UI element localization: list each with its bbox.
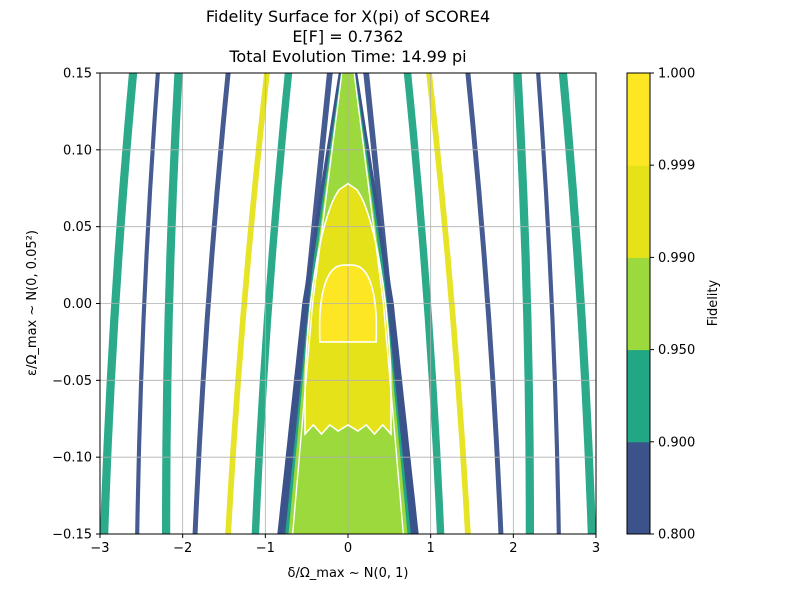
colorbar-tick-label: 1.000 bbox=[658, 67, 695, 82]
colorbar-tick-label: 0.800 bbox=[658, 528, 695, 543]
fringe-left-3 bbox=[225, 73, 270, 534]
fringe-right-4 bbox=[465, 73, 504, 534]
contour-line-0-999 bbox=[318, 264, 378, 343]
y-tick-label: 0.15 bbox=[63, 67, 92, 82]
x-axis-label: δ/Ω_max ~ N(0, 1) bbox=[288, 566, 409, 581]
x-tick-label: −1 bbox=[256, 541, 275, 556]
colorbar-tick-label: 0.950 bbox=[658, 343, 695, 358]
colorbar-label: Fidelity bbox=[706, 279, 721, 326]
y-tick-label: −0.10 bbox=[52, 451, 92, 466]
colorbar-tick-label: 0.999 bbox=[658, 159, 695, 174]
x-tick-label: 1 bbox=[427, 541, 435, 556]
fringe-left-6 bbox=[135, 73, 160, 534]
x-tick-label: 2 bbox=[509, 541, 517, 556]
y-tick-label: 0.05 bbox=[63, 220, 92, 235]
x-tick-label: −2 bbox=[173, 541, 192, 556]
x-tick-label: −3 bbox=[90, 541, 109, 556]
contour-line-0-95-l bbox=[291, 73, 343, 534]
colorbar-tick-label: 0.990 bbox=[658, 251, 695, 266]
colorbar-band bbox=[627, 257, 650, 351]
contour-line-0-95-r bbox=[353, 73, 405, 534]
y-tick-label: −0.05 bbox=[52, 374, 92, 389]
colorbar-band bbox=[627, 165, 650, 258]
contour-line-0-99 bbox=[304, 182, 392, 437]
x-tick-label: 3 bbox=[592, 541, 600, 556]
colorbar-tick-label: 0.900 bbox=[658, 435, 695, 450]
colorbar-band bbox=[627, 441, 650, 535]
x-tick-label: 0 bbox=[344, 541, 352, 556]
y-tick-label: −0.15 bbox=[52, 528, 92, 543]
y-axis-label: ε/Ω_max ~ N(0, 0.05²) bbox=[25, 230, 40, 376]
chart-title-line-1: Fidelity Surface for X(pi) of SCORE4 bbox=[206, 7, 490, 26]
contour-lines bbox=[291, 73, 405, 534]
y-axis-ticks: −0.15 −0.10 −0.05 0.00 0.05 0.10 0.15 bbox=[52, 67, 100, 543]
fringe-right-3 bbox=[426, 73, 471, 534]
colorbar-band bbox=[627, 73, 650, 166]
fringe-left-4 bbox=[192, 73, 231, 534]
colorbar-band bbox=[627, 349, 650, 443]
colorbar: 0.800 0.900 0.950 0.990 0.999 1.000 bbox=[626, 67, 695, 543]
fringe-right-6 bbox=[536, 73, 561, 534]
colorbar-frame bbox=[626, 72, 651, 535]
chart-title-line-2: E[F] = 0.7362 bbox=[292, 27, 403, 46]
x-axis-ticks: −3 −2 −1 0 1 2 3 bbox=[90, 534, 600, 556]
y-tick-label: 0.00 bbox=[63, 297, 92, 312]
y-tick-label: 0.10 bbox=[63, 143, 92, 158]
chart-title-line-3: Total Evolution Time: 14.99 pi bbox=[228, 47, 466, 66]
